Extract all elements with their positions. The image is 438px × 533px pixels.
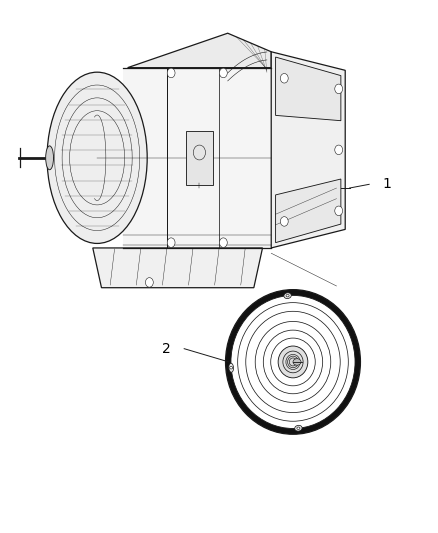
Ellipse shape [286,294,289,297]
Polygon shape [127,33,271,68]
Circle shape [145,278,153,287]
Polygon shape [93,248,262,288]
Polygon shape [271,52,345,248]
Ellipse shape [289,358,297,366]
Polygon shape [276,57,341,120]
Text: 1: 1 [382,177,391,191]
Ellipse shape [295,425,302,431]
Ellipse shape [226,289,360,434]
Ellipse shape [230,367,233,369]
Ellipse shape [46,146,53,169]
Ellipse shape [288,356,298,368]
Ellipse shape [297,427,300,430]
FancyBboxPatch shape [186,131,213,184]
Circle shape [280,74,288,83]
Ellipse shape [231,295,355,429]
Ellipse shape [47,72,147,244]
Circle shape [280,216,288,226]
Circle shape [335,145,343,155]
Circle shape [219,68,227,78]
Circle shape [335,84,343,94]
Polygon shape [276,179,341,243]
Circle shape [167,238,175,247]
Ellipse shape [229,363,233,372]
Ellipse shape [284,293,291,298]
Ellipse shape [278,346,308,378]
Circle shape [219,238,227,247]
Polygon shape [123,68,271,248]
Ellipse shape [293,359,301,365]
Circle shape [167,68,175,78]
Text: 2: 2 [162,342,171,356]
Ellipse shape [286,354,300,369]
Circle shape [335,206,343,216]
